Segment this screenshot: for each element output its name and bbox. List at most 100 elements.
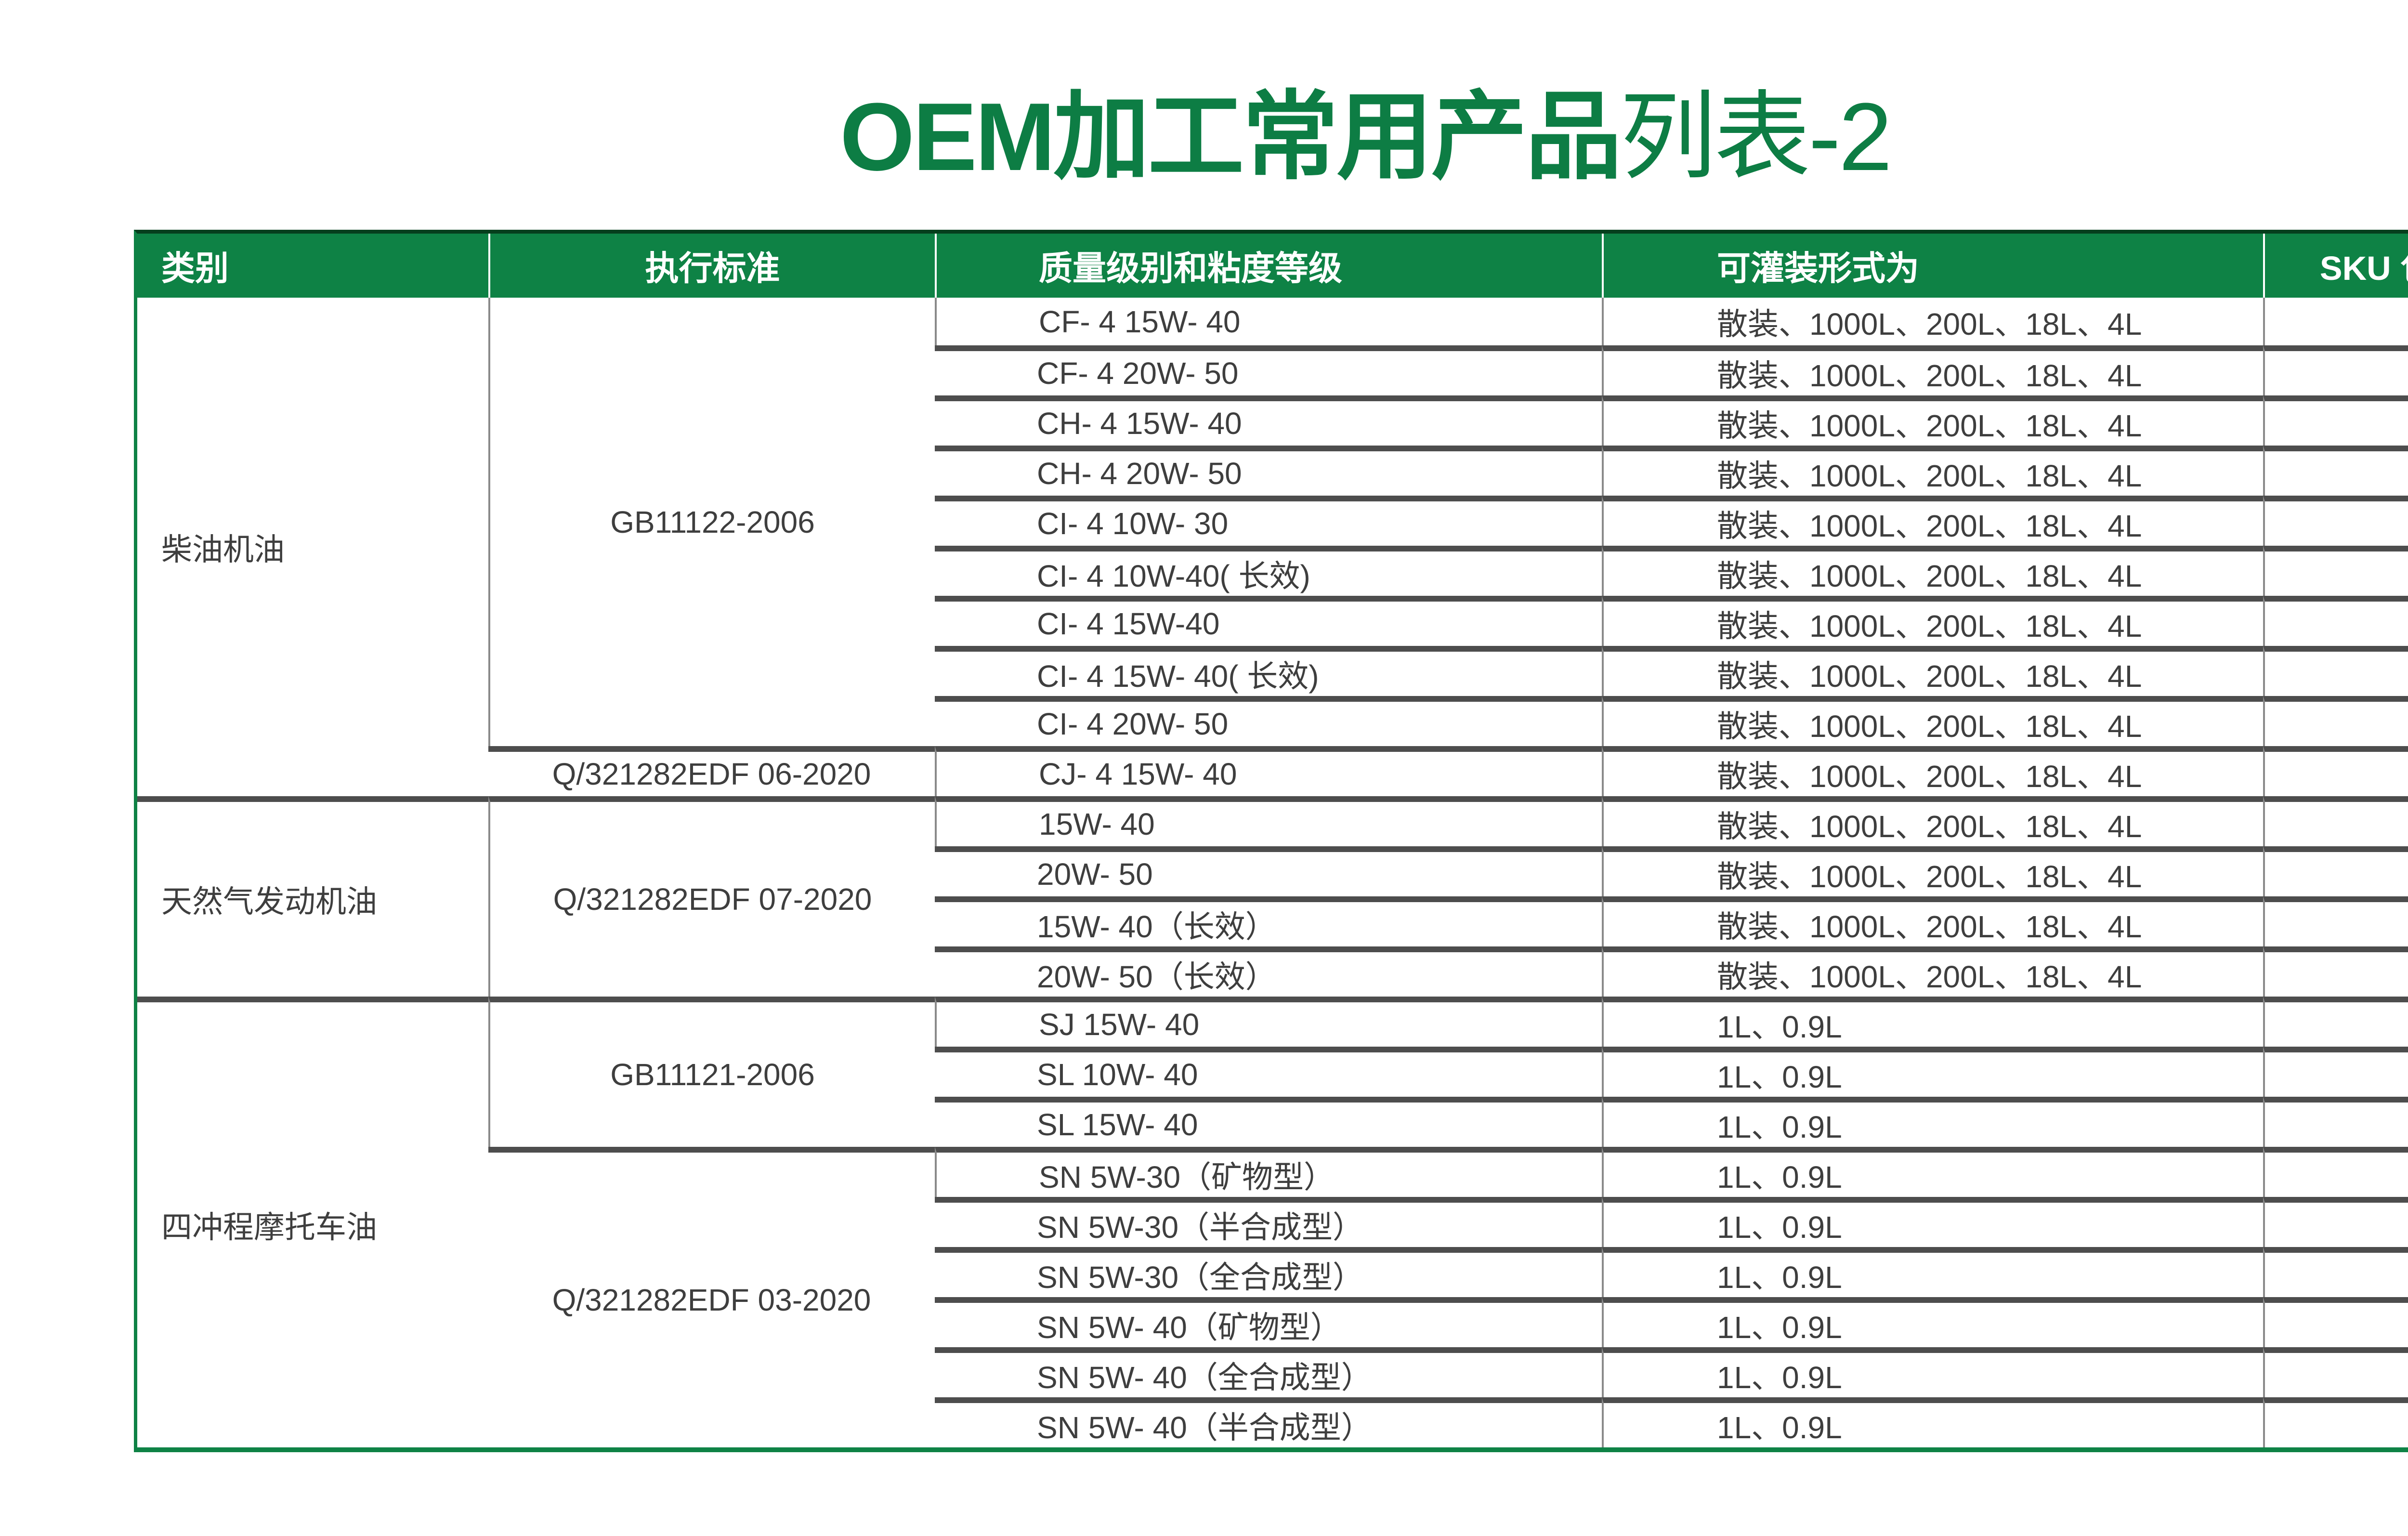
fill-cell: 散装、1000L、200L、18L、4L (1602, 298, 2263, 345)
fill-cell: 散装、1000L、200L、18L、4L (1602, 345, 2263, 395)
grade-cell: 20W- 50（长效） (935, 946, 1602, 997)
table-row: SN 5W- 40（矿物型）1L、0.9L2 (137, 1297, 2408, 1347)
fill-cell: 散装、1000L、200L、18L、4L (1602, 596, 2263, 646)
grade-cell: SN 5W- 40（矿物型） (935, 1297, 1602, 1347)
sku-cell: 2 (2263, 1347, 2408, 1397)
sku-cell: 5 (2263, 696, 2408, 746)
fill-cell: 1L、0.9L (1602, 1397, 2263, 1447)
table-header-row: 类别 执行标准 质量级别和粘度等级 可灌装形式为 SKU 包装数量 (137, 234, 2408, 298)
fill-cell: 散装、1000L、200L、18L、4L (1602, 746, 2263, 796)
fill-cell: 散装、1000L、200L、18L、4L (1602, 796, 2263, 846)
header-standard: 执行标准 (488, 234, 935, 298)
sku-cell: 2 (2263, 1297, 2408, 1347)
sku-cell: 5 (2263, 796, 2408, 846)
sku-cell: 5 (2263, 746, 2408, 796)
standard-cell: Q/321282EDF 06-2020 (488, 746, 935, 796)
table-body: 柴油机油 GB11122-2006 CF- 4 15W- 40 散装、1000L、20… (137, 298, 2408, 1447)
page-title: OEM加工常用产品列表-2 (0, 89, 2408, 185)
grade-cell: SN 5W- 40（半合成型） (935, 1397, 1602, 1447)
sku-cell: 5 (2263, 345, 2408, 395)
product-table: 类别 执行标准 质量级别和粘度等级 可灌装形式为 SKU 包装数量 柴油机油GB… (134, 230, 2408, 1452)
fill-cell: 1L、0.9L (1602, 1197, 2263, 1247)
standard-cell: Q/321282EDF 03-2020 (488, 1147, 935, 1447)
grade-cell: SL 15W- 40 (935, 1097, 1602, 1147)
standard-cell: GB11122-2006 (488, 298, 935, 746)
sku-cell: 5 (2263, 496, 2408, 546)
table-row: SN 5W-30（全合成型）1L、0.9L2 (137, 1247, 2408, 1297)
sku-cell: 2 (2263, 1047, 2408, 1097)
grade-cell: CI- 4 10W- 30 (935, 496, 1602, 546)
fill-cell: 散装、1000L、200L、18L、4L (1602, 896, 2263, 946)
sku-cell: 5 (2263, 846, 2408, 896)
category-cell: 四冲程摩托车油 (137, 997, 488, 1447)
standard-cell: GB11121-2006 (488, 997, 935, 1147)
grade-cell: CF- 4 15W- 40 (935, 298, 1602, 345)
grade-cell: CJ- 4 15W- 40 (935, 746, 1602, 796)
sku-cell: 5 (2263, 446, 2408, 496)
grade-cell: CF- 4 20W- 50 (935, 345, 1602, 395)
sku-cell: 2 (2263, 1097, 2408, 1147)
fill-cell: 散装、1000L、200L、18L、4L (1602, 646, 2263, 696)
grade-cell: CI- 4 15W-40 (935, 596, 1602, 646)
grade-cell: SN 5W-30（半合成型） (935, 1197, 1602, 1247)
header-grade: 质量级别和粘度等级 (935, 234, 1602, 298)
fill-cell: 1L、0.9L (1602, 1047, 2263, 1097)
table-header: 类别 执行标准 质量级别和粘度等级 可灌装形式为 SKU 包装数量 (137, 234, 2408, 298)
sku-cell: 5 (2263, 546, 2408, 596)
fill-cell: 散装、1000L、200L、18L、4L (1602, 546, 2263, 596)
header-fill: 可灌装形式为 (1602, 234, 2263, 298)
grade-cell: SJ 15W- 40 (935, 997, 1602, 1047)
header-sku: SKU 包装数量 (2263, 234, 2408, 298)
fill-cell: 1L、0.9L (1602, 1297, 2263, 1347)
table-row: CI- 4 10W-40( 长效)散装、1000L、200L、18L、4L5 (137, 546, 2408, 596)
table-row: SN 5W-30（半合成型）1L、0.9L2 (137, 1197, 2408, 1247)
page-title-bold: OEM加工常用产品 (839, 83, 1622, 191)
fill-cell: 1L、0.9L (1602, 1147, 2263, 1197)
table-row: SN 5W- 40（半合成型）1L、0.9L2 (137, 1397, 2408, 1447)
grade-cell: CI- 4 10W-40( 长效) (935, 546, 1602, 596)
table-row: CI- 4 15W- 40( 长效)散装、1000L、200L、18L、4L5 (137, 646, 2408, 696)
sku-cell: 5 (2263, 596, 2408, 646)
grade-cell: CH- 4 20W- 50 (935, 446, 1602, 496)
table-row: 15W- 40（长效）散装、1000L、200L、18L、4L5 (137, 896, 2408, 946)
category-cell: 天然气发动机油 (137, 796, 488, 997)
grade-cell: SL 10W- 40 (935, 1047, 1602, 1097)
fill-cell: 散装、1000L、200L、18L、4L (1602, 446, 2263, 496)
sku-cell: 2 (2263, 997, 2408, 1047)
table-row: SN 5W- 40（全合成型）1L、0.9L2 (137, 1347, 2408, 1397)
header-category: 类别 (137, 234, 488, 298)
grade-cell: CI- 4 15W- 40( 长效) (935, 646, 1602, 696)
grade-cell: CI- 4 20W- 50 (935, 696, 1602, 746)
grade-cell: SN 5W-30（矿物型） (935, 1147, 1602, 1197)
grade-cell: SN 5W-30（全合成型） (935, 1247, 1602, 1297)
standard-cell: Q/321282EDF 07-2020 (488, 796, 935, 997)
fill-cell: 散装、1000L、200L、18L、4L (1602, 395, 2263, 446)
sku-cell: 2 (2263, 1397, 2408, 1447)
sku-cell: 2 (2263, 1247, 2408, 1297)
table-row: 天然气发动机油 Q/321282EDF 07-2020 15W- 40 散装、1000… (137, 796, 2408, 997)
sku-cell: 5 (2263, 298, 2408, 345)
table-row: 20W- 50（长效）散装、1000L、200L、18L、4L5 (137, 946, 2408, 997)
fill-cell: 散装、1000L、200L、18L、4L (1602, 846, 2263, 896)
grade-cell: 15W- 40 (935, 796, 1602, 846)
fill-cell: 1L、0.9L (1602, 1247, 2263, 1297)
category-cell: 柴油机油 (137, 298, 488, 796)
grade-cell: 15W- 40（长效） (935, 896, 1602, 946)
sku-cell: 5 (2263, 896, 2408, 946)
grade-cell: 20W- 50 (935, 846, 1602, 896)
fill-cell: 散装、1000L、200L、18L、4L (1602, 696, 2263, 746)
sku-cell: 5 (2263, 646, 2408, 696)
table-row: Q/321282EDF 06-2020 CJ- 4 15W- 40 散装、1000L… (137, 746, 2408, 796)
